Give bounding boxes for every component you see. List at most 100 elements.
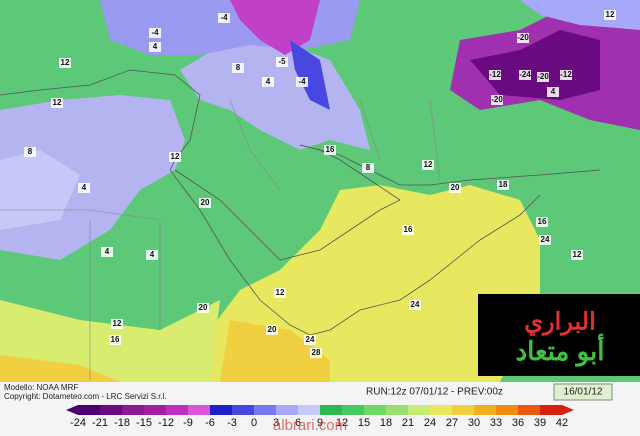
colorbar-tick-label: -12 — [158, 417, 174, 429]
very-cold-region — [230, 0, 320, 55]
watermark: albrari.com — [273, 417, 347, 434]
valid-box — [553, 383, 613, 401]
colorbar-swatch — [342, 405, 365, 415]
contour-label: 12 — [424, 160, 433, 169]
label-bg — [547, 87, 559, 97]
contour-label: -12 — [489, 70, 501, 79]
contour-label: 8 — [236, 63, 241, 72]
colorbar-tick-label: 36 — [512, 417, 524, 429]
contour-label: 4 — [105, 247, 110, 256]
label-bg — [199, 198, 211, 208]
label-bg — [51, 98, 63, 108]
label-bg — [262, 77, 274, 87]
contour-label: 20 — [199, 303, 208, 312]
contour-label: -20 — [517, 33, 529, 42]
colorbar-tick-label: 39 — [534, 417, 546, 429]
contour-label: 12 — [573, 250, 582, 259]
label-bg — [101, 247, 113, 257]
colorbar-swatch — [452, 405, 475, 415]
contour-label: -20 — [491, 95, 503, 104]
colorbar-swatch — [144, 405, 167, 415]
label-bg — [449, 183, 461, 193]
contour-label: 12 — [171, 152, 180, 161]
colorbar-swatch — [364, 405, 387, 415]
label-bg — [109, 335, 121, 345]
very-cold-region — [470, 30, 600, 100]
colorbar-tick-label: -15 — [136, 417, 152, 429]
label-bg — [232, 63, 244, 73]
colorbar-tick-label: 9 — [317, 417, 323, 429]
label-bg — [169, 152, 181, 162]
colorbar-tick-label: 6 — [295, 417, 301, 429]
colorbar-swatch — [496, 405, 519, 415]
valid-date: 16/01/12 — [564, 387, 603, 398]
colorbar-swatch — [276, 405, 299, 415]
colorbar-tick-label: -9 — [183, 417, 193, 429]
contour-label: 16 — [404, 225, 413, 234]
logo-box — [478, 294, 640, 376]
label-bg — [402, 225, 414, 235]
colorbar-swatch — [122, 405, 145, 415]
label-bg — [537, 72, 549, 82]
label-bg — [491, 95, 503, 105]
logo-line2: أبو متعاد — [516, 333, 605, 367]
colorbar-tick-label: 0 — [251, 417, 257, 429]
contour-label: 24 — [541, 235, 550, 244]
warm-region — [220, 320, 330, 382]
contour-label: -20 — [537, 72, 549, 81]
contour-label: 8 — [366, 163, 371, 172]
contour-label: 20 — [268, 325, 277, 334]
label-bg — [536, 217, 548, 227]
label-bg — [111, 319, 123, 329]
label-bg — [497, 180, 509, 190]
label-bg — [489, 70, 501, 80]
coastline — [299, 144, 601, 186]
label-bg — [539, 235, 551, 245]
colorbar-tick-label: -3 — [227, 417, 237, 429]
cold-region — [520, 0, 640, 30]
contour-label: 4 — [551, 87, 556, 96]
label-bg — [274, 288, 286, 298]
colorbar-swatch — [210, 405, 233, 415]
contour-label: 4 — [153, 42, 158, 51]
colorbar-swatch — [540, 405, 563, 415]
contour-label: -4 — [298, 77, 306, 86]
very-cold-region — [290, 40, 330, 110]
contour-label: 20 — [201, 198, 210, 207]
map: البراري أبو متعاد — [0, 0, 640, 382]
contour-label: 16 — [326, 145, 335, 154]
contour-label: -24 — [519, 70, 531, 79]
colorbar-arrow — [66, 405, 78, 415]
colorbar-tick-label: -24 — [70, 417, 86, 429]
coastline — [169, 169, 541, 336]
colorbar-swatch — [408, 405, 431, 415]
label-bg — [517, 33, 529, 43]
label-bg — [146, 250, 158, 260]
colorbar-swatch — [254, 405, 277, 415]
contour-label: 18 — [499, 180, 508, 189]
colorbar-tick-label: -6 — [205, 417, 215, 429]
contour-label: 28 — [312, 348, 321, 357]
label-bg — [310, 348, 322, 358]
contour-label: 12 — [113, 319, 122, 328]
contour-label: -12 — [560, 70, 572, 79]
colorbar-tick-label: -18 — [114, 417, 130, 429]
run: RUN:12z 07/01/12 - PREV:00z — [366, 387, 503, 398]
colorbar-tick-label: 21 — [402, 417, 414, 429]
colorbar-tick-label: 33 — [490, 417, 502, 429]
contour-label: 16 — [538, 217, 547, 226]
contour-label: 4 — [150, 250, 155, 259]
colorbar-swatch — [78, 405, 101, 415]
label-bg — [149, 28, 161, 38]
contour-label: 8 — [28, 147, 33, 156]
contour-label: 20 — [451, 183, 460, 192]
colorbar-swatch — [188, 405, 211, 415]
contour-label: 12 — [276, 288, 285, 297]
colorbar-tick-label: 12 — [336, 417, 348, 429]
colorbar-swatch — [232, 405, 255, 415]
cold-region — [180, 40, 370, 150]
label-bg — [571, 250, 583, 260]
colorbar-swatch — [430, 405, 453, 415]
contour-label: -4 — [151, 28, 159, 37]
